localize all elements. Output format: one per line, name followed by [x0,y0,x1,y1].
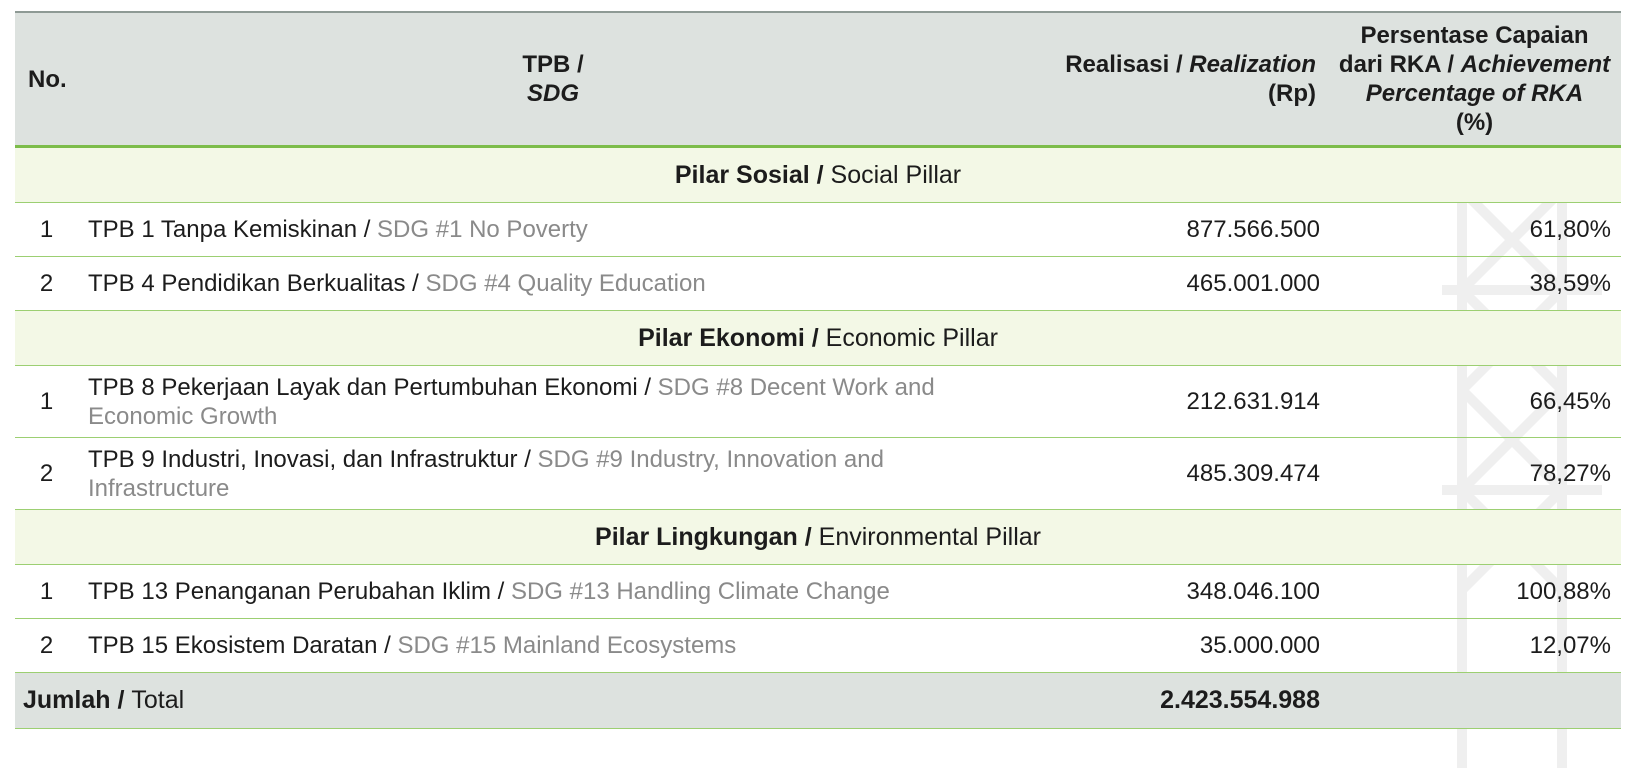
table-header-row: No. TPB / SDG Realisasi / Realization (R… [15,13,1621,148]
top-rule [15,11,1621,13]
row-sdg-id: TPB 9 Industri, Inovasi, dan Infrastrukt… [88,445,538,473]
header-realization-en: Realization [1189,51,1316,78]
header-sdg: TPB / SDG [78,13,1028,148]
row-sdg-en: SDG #1 No Poverty [377,215,588,243]
pillar-title-en: Environmental Pillar [818,522,1041,551]
row-sdg: TPB 1 Tanpa Kemiskinan / SDG #1 No Pover… [78,202,1028,257]
pillar-row-environmental: Pilar Lingkungan / Environmental Pillar [15,509,1621,565]
table-row: 2 TPB 15 Ekosistem Daratan / SDG #15 Mai… [15,618,1621,673]
row-sdg: TPB 13 Penanganan Perubahan Iklim / SDG … [78,564,1028,619]
total-label-en: Total [131,686,185,714]
row-percentage: 100,88% [1328,564,1621,619]
row-percentage: 12,07% [1328,618,1621,673]
pillar-title-id: Pilar Sosial / [674,160,831,189]
header-no: No. [15,13,78,148]
row-percentage: 66,45% [1328,365,1621,438]
row-sdg-en: SDG #15 Mainland Ecosystems [397,631,737,659]
header-realization: Realisasi / Realization (Rp) [1028,13,1328,148]
header-realization-unit: (Rp) [1268,80,1316,107]
row-sdg-id: TPB 1 Tanpa Kemiskinan / [88,215,378,243]
table-row: 1 TPB 13 Penanganan Perubahan Iklim / SD… [15,564,1621,619]
row-realization: 348.046.100 [1028,564,1328,619]
row-no: 1 [15,365,78,438]
row-no: 2 [15,618,78,673]
row-sdg-id: TPB 13 Penanganan Perubahan Iklim / [88,577,511,605]
total-label-id: Jumlah / [23,686,132,714]
header-pct-line2-en: Achievement [1460,51,1611,78]
row-sdg: TPB 9 Industri, Inovasi, dan Infrastrukt… [78,437,1028,510]
header-realization-id: Realisasi / [1065,51,1190,78]
row-no: 2 [15,437,78,510]
row-percentage: 78,27% [1328,437,1621,510]
row-sdg-en: SDG #4 Quality Education [425,269,706,297]
row-sdg-id: TPB 8 Pekerjaan Layak dan Pertumbuhan Ek… [88,373,658,401]
table-row: 1 TPB 1 Tanpa Kemiskinan / SDG #1 No Pov… [15,202,1621,257]
total-label: Jumlah / Total [15,672,1028,729]
row-no: 1 [15,564,78,619]
pillar-title-en: Economic Pillar [825,323,998,352]
row-sdg-en: SDG #13 Handling Climate Change [510,577,890,605]
row-realization: 485.309.474 [1028,437,1328,510]
total-value: 2.423.554.988 [1028,672,1328,729]
row-sdg-id: TPB 15 Ekosistem Daratan / [88,631,398,659]
header-percentage: Persentase Capaian dari RKA / Achievemen… [1328,13,1621,148]
pillar-row-economic: Pilar Ekonomi / Economic Pillar [15,310,1621,366]
row-sdg: TPB 15 Ekosistem Daratan / SDG #15 Mainl… [78,618,1028,673]
table-row: 2 TPB 4 Pendidikan Berkualitas / SDG #4 … [15,256,1621,311]
row-realization: 212.631.914 [1028,365,1328,438]
header-sdg-en: SDG [526,80,579,107]
header-pct-line1: Persentase Capaian [1360,22,1589,49]
header-pct-unit: (%) [1455,109,1494,136]
row-sdg: TPB 8 Pekerjaan Layak dan Pertumbuhan Ek… [78,365,1028,438]
pillar-title-id: Pilar Lingkungan / [595,522,819,551]
pillar-row-social: Pilar Sosial / Social Pillar [15,146,1621,203]
table-row: 2 TPB 9 Industri, Inovasi, dan Infrastru… [15,437,1621,510]
row-no: 2 [15,256,78,311]
row-sdg-id: TPB 4 Pendidikan Berkualitas / [88,269,426,297]
header-sdg-id: TPB / [522,51,584,78]
row-no: 1 [15,202,78,257]
total-row: Jumlah / Total 2.423.554.988 [15,672,1621,729]
header-pct-line2-id: dari RKA / [1338,51,1461,78]
total-pct-empty [1328,672,1621,729]
row-sdg-en: SDG #9 Industry, Innovation and Infrastr… [88,445,884,502]
row-percentage: 61,80% [1328,202,1621,257]
row-sdg-en: SDG #8 Decent Work and Economic Growth [88,373,935,430]
row-sdg: TPB 4 Pendidikan Berkualitas / SDG #4 Qu… [78,256,1028,311]
header-pct-line3-en: Percentage of RKA [1365,80,1584,107]
row-realization: 35.000.000 [1028,618,1328,673]
row-realization: 465.001.000 [1028,256,1328,311]
pillar-title-en: Social Pillar [830,160,962,189]
sdg-realization-table: No. TPB / SDG Realisasi / Realization (R… [15,13,1621,729]
table-row: 1 TPB 8 Pekerjaan Layak dan Pertumbuhan … [15,365,1621,438]
pillar-title-id: Pilar Ekonomi / [638,323,826,352]
row-realization: 877.566.500 [1028,202,1328,257]
row-percentage: 38,59% [1328,256,1621,311]
